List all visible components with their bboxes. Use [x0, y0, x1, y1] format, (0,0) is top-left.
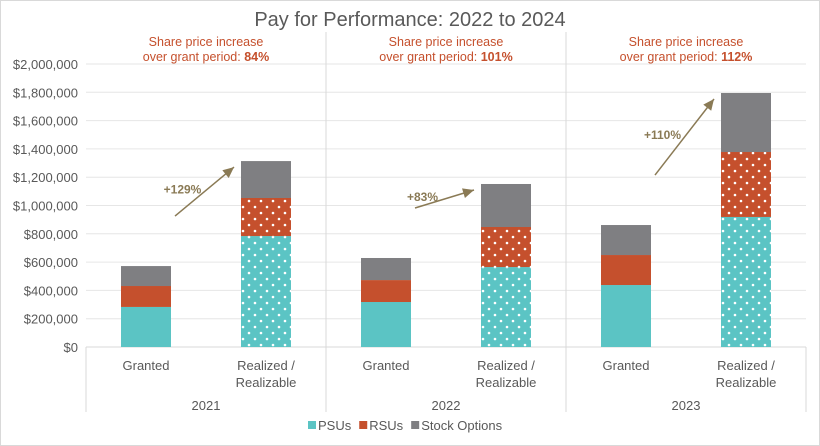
bar-rsus: [361, 280, 411, 303]
arrow-head-icon: [703, 99, 714, 111]
share-price-annotation-line2: over grant period: 101%: [379, 50, 512, 64]
bar-stock-options: [481, 183, 531, 228]
y-tick-label: $1,600,000: [13, 114, 78, 129]
y-tick-label: $2,000,000: [13, 57, 78, 72]
legend-label: Stock Options: [421, 418, 502, 433]
category-label: Realizable: [236, 375, 297, 390]
legend-swatch: [359, 421, 368, 429]
group-year-label: 2022: [432, 398, 461, 413]
arrow-head-icon: [462, 188, 474, 198]
bar-stock-options: [241, 161, 291, 199]
legend-label: PSUs: [318, 418, 352, 433]
share-price-increase-value: 101%: [481, 50, 513, 64]
bar-psus: [601, 285, 651, 347]
group-year-label: 2021: [192, 398, 221, 413]
arrow-head-icon: [222, 167, 234, 178]
growth-label: +110%: [644, 128, 681, 142]
category-label: Granted: [123, 358, 170, 373]
bar-dot-pattern: [241, 236, 291, 347]
share-price-increase-value: 112%: [721, 50, 752, 64]
legend-label: RSUs: [369, 418, 403, 433]
bar-dot-pattern: [241, 198, 291, 237]
category-label: Granted: [363, 358, 410, 373]
y-tick-label: $0: [64, 340, 78, 355]
bar-stock-options: [121, 266, 171, 287]
bar-stock-options: [601, 225, 651, 256]
bar-psus: [361, 302, 411, 347]
bar-stock-options: [361, 257, 411, 281]
share-price-annotation-line1: Share price increase: [389, 35, 504, 49]
chart-title: Pay for Performance: 2022 to 2024: [254, 9, 565, 31]
legend-swatch: [411, 421, 420, 429]
bar-dot-pattern: [481, 267, 531, 347]
bar-dot-pattern: [721, 216, 771, 347]
y-tick-label: $1,800,000: [13, 85, 78, 100]
group-year-label: 2023: [672, 398, 701, 413]
y-tick-label: $1,400,000: [13, 142, 78, 157]
bar-dot-pattern: [481, 227, 531, 268]
bar-psus: [121, 306, 171, 347]
category-label: Realized /: [477, 358, 535, 373]
growth-label: +129%: [164, 183, 202, 197]
y-tick-label: $600,000: [24, 255, 78, 270]
category-label: Granted: [603, 358, 650, 373]
y-tick-label: $1,000,000: [13, 199, 78, 214]
arrow-line: [174, 166, 235, 217]
y-tick-label: $200,000: [24, 312, 78, 327]
y-tick-label: $1,200,000: [13, 170, 78, 185]
category-label: Realized /: [237, 358, 295, 373]
share-price-annotation-line2: over grant period: 112%: [620, 50, 753, 64]
category-label: Realizable: [476, 375, 537, 390]
bar-stock-options: [721, 93, 771, 153]
bar-rsus: [601, 255, 651, 286]
share-price-annotation-line2: over grant period: 84%: [143, 50, 269, 64]
category-label: Realizable: [716, 375, 777, 390]
growth-label: +83%: [407, 190, 438, 204]
y-tick-label: $800,000: [24, 227, 78, 242]
category-label: Realized /: [717, 358, 775, 373]
legend-swatch: [308, 421, 316, 429]
y-tick-label: $400,000: [24, 283, 78, 298]
share-price-increase-value: 84%: [244, 50, 269, 64]
bar-dot-pattern: [721, 152, 771, 217]
bar-rsus: [121, 286, 171, 307]
arrow-line: [654, 98, 715, 176]
share-price-annotation-line1: Share price increase: [629, 35, 744, 49]
share-price-annotation-line1: Share price increase: [149, 35, 264, 49]
